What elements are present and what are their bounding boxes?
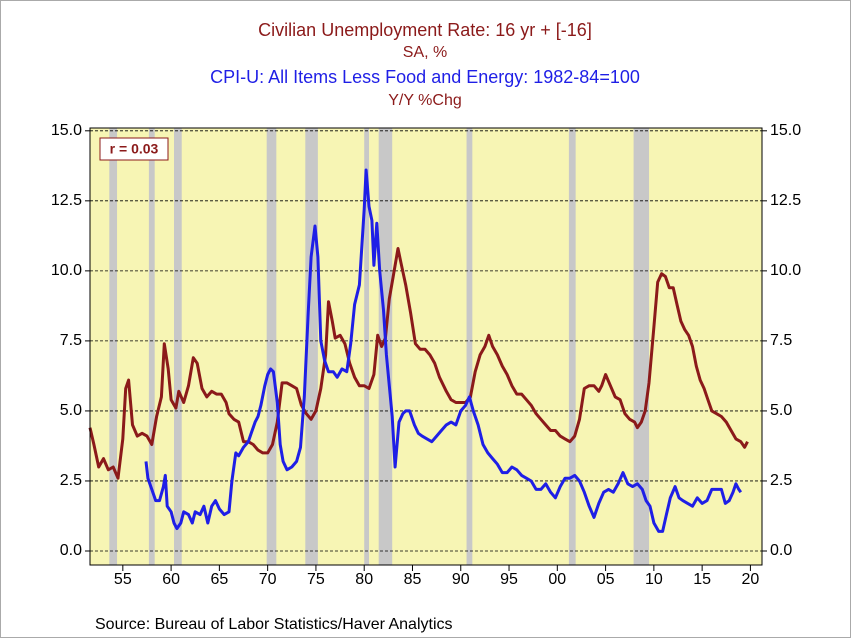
recession-band <box>466 128 473 565</box>
y2-tick-label: 5.0 <box>770 402 792 419</box>
y-tick-label: 7.5 <box>60 332 82 349</box>
annotation: r = 0.03 <box>110 141 159 157</box>
annotation-box <box>99 137 169 161</box>
x-tick-label: 15 <box>693 571 711 588</box>
x-tick-label: 55 <box>114 571 132 588</box>
chart-title: CPI-U: All Items Less Food and Energy: 1… <box>210 67 640 87</box>
recession-band <box>174 128 182 565</box>
x-tick-label: 00 <box>548 571 566 588</box>
recession-band <box>364 128 370 565</box>
x-tick-label: 85 <box>404 571 422 588</box>
y2-tick-label: 7.5 <box>770 332 792 349</box>
x-tick-label: 75 <box>307 571 325 588</box>
x-tick-label: 90 <box>452 571 470 588</box>
x-tick-label: 70 <box>259 571 277 588</box>
x-tick-label: 05 <box>597 571 615 588</box>
x-tick-label: 10 <box>645 571 663 588</box>
chart-title: Y/Y %Chg <box>388 92 462 109</box>
titles: Civilian Unemployment Rate: 16 yr + [-16… <box>210 20 640 109</box>
recession-band <box>109 128 118 565</box>
recession-band <box>633 128 650 565</box>
y-tick-label: 5.0 <box>60 402 82 419</box>
source: Source: Bureau of Labor Statistics/Haver… <box>95 616 453 633</box>
chart-title: SA, % <box>403 44 447 61</box>
y-tick-label: 15.0 <box>51 122 82 139</box>
plot-background <box>90 128 762 565</box>
y2-tick-label: 12.5 <box>770 192 801 209</box>
y-tick-label: 10.0 <box>51 262 82 279</box>
x-tick-label: 65 <box>210 571 228 588</box>
x-tick-label: 80 <box>355 571 373 588</box>
recession-band <box>148 128 155 565</box>
series-line <box>88 247 749 480</box>
chart-title: Civilian Unemployment Rate: 16 yr + [-16… <box>258 20 592 40</box>
recession-band <box>266 128 277 565</box>
series-line <box>144 168 743 533</box>
y-tick-label: 12.5 <box>51 192 82 209</box>
plot-area: 0.0 0.0 2.5 2.5 5.0 5.0 7.5 7.5 10.0 10.0 12.5 12.5… <box>51 122 801 588</box>
y-tick-label: 2.5 <box>60 472 82 489</box>
y2-tick-label: 15.0 <box>770 122 801 139</box>
x-tick-label: 20 <box>742 571 760 588</box>
recession-band <box>568 128 576 565</box>
y2-tick-label: 10.0 <box>770 262 801 279</box>
x-tick-label: 60 <box>162 571 180 588</box>
y-tick-label: 0.0 <box>60 542 82 559</box>
y2-tick-label: 2.5 <box>770 472 792 489</box>
plot-frame <box>89 127 763 566</box>
y2-tick-label: 0.0 <box>770 542 792 559</box>
x-tick-label: 95 <box>500 571 518 588</box>
